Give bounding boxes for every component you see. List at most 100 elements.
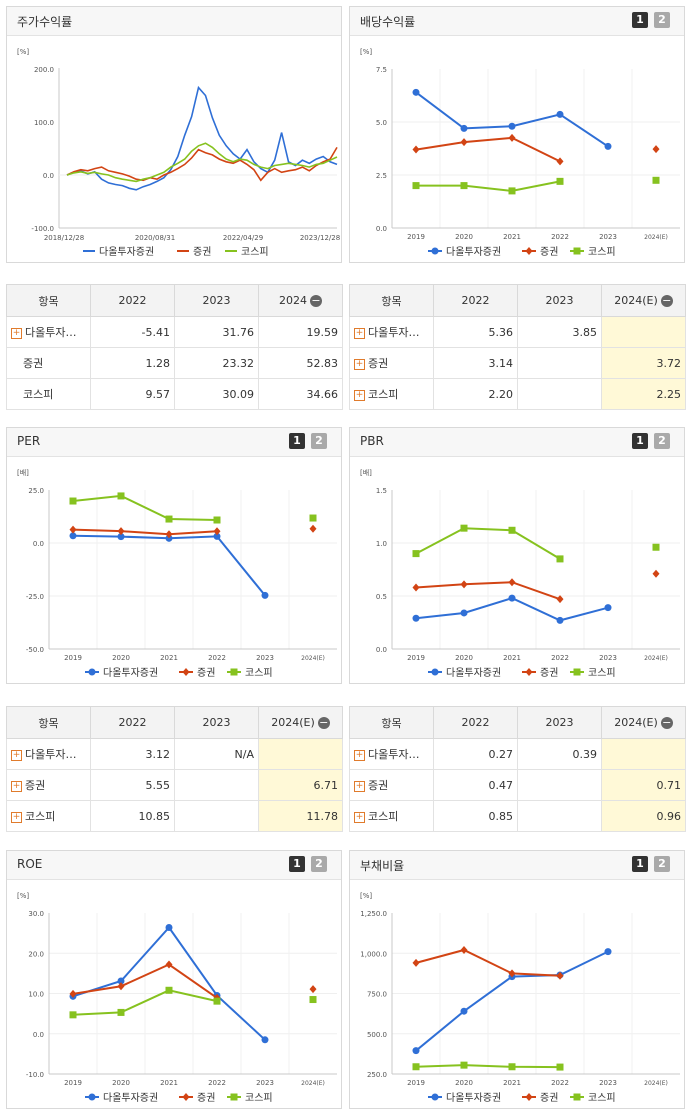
- tab-2-button[interactable]: 2: [654, 12, 670, 28]
- y-tick: 10.0: [28, 991, 44, 999]
- col-header: 항목: [6, 284, 91, 317]
- y-tick: 0.0: [33, 540, 44, 548]
- col-header-2024e: 2024(E) −: [601, 706, 686, 739]
- col-header-2024e: 2024(E) −: [258, 706, 343, 739]
- collapse-icon[interactable]: −: [317, 716, 330, 729]
- data-point-b: [412, 958, 420, 967]
- tab-2-button[interactable]: 2: [311, 433, 327, 449]
- legend-marker-a: [431, 668, 439, 676]
- legend-marker-a: [88, 668, 96, 676]
- legend-marker-c: [573, 1093, 581, 1101]
- legend-b: 증권: [193, 246, 211, 258]
- legend-marker-b: [525, 668, 533, 676]
- data-point-b: [69, 989, 77, 998]
- legend-b: 증권: [540, 1092, 558, 1104]
- table-cell: 9.57: [90, 378, 175, 410]
- unit-label: [%]: [17, 892, 29, 900]
- collapse-icon[interactable]: −: [660, 716, 673, 729]
- col-header: 2022: [90, 706, 175, 739]
- data-point-b: [117, 982, 125, 991]
- y-tick: 7.5: [376, 66, 387, 74]
- legend: 다올투자증권 증권 코스피: [83, 246, 269, 258]
- data-point-a: [460, 1007, 468, 1015]
- x-tick: 2019: [407, 233, 425, 241]
- tab-1-button[interactable]: 1: [289, 856, 305, 872]
- expand-icon[interactable]: +: [354, 780, 365, 792]
- expand-icon[interactable]: +: [11, 811, 22, 823]
- pbr-chart: [배] 1.5 1.0 0.5 0.0 2019 2020 2021 2022 2023 2024(…: [360, 468, 680, 679]
- table-cell: 5.36: [433, 316, 518, 348]
- data-point-a: [604, 142, 612, 150]
- legend-marker-b: [525, 1093, 533, 1101]
- data-point-c: [508, 187, 516, 195]
- collapse-icon[interactable]: −: [660, 294, 673, 307]
- x-tick: 2024(E): [644, 234, 668, 241]
- legend-marker-b: [182, 668, 190, 676]
- data-point-a: [261, 1036, 269, 1044]
- data-point-c: [309, 996, 317, 1004]
- unit-label: [%]: [360, 48, 372, 56]
- x-tick: 2022/04/29: [223, 234, 263, 242]
- expand-icon[interactable]: +: [11, 780, 22, 792]
- collapse-icon[interactable]: −: [310, 294, 322, 307]
- col-header: 2023: [174, 706, 259, 739]
- table-cell: N/A: [174, 738, 259, 770]
- x-tick: 2022: [208, 1079, 226, 1087]
- tab-2-button[interactable]: 2: [311, 856, 327, 872]
- x-tick: 2018/12/28: [44, 234, 84, 242]
- expand-icon[interactable]: +: [354, 358, 365, 370]
- legend-marker-a: [431, 1093, 439, 1101]
- expand-icon[interactable]: +: [11, 749, 22, 761]
- tab-1-button[interactable]: 1: [632, 12, 648, 28]
- data-point-c: [309, 514, 317, 522]
- data-point-a: [460, 609, 468, 617]
- tab-2-button[interactable]: 2: [654, 433, 670, 449]
- panel-title: PBR: [360, 434, 384, 448]
- expand-icon[interactable]: +: [354, 749, 365, 761]
- unit-label: [배]: [360, 468, 372, 477]
- y-tick: 5.0: [376, 119, 387, 127]
- table-row: 코스피 9.57 30.09 34.66: [6, 378, 343, 410]
- expand-icon[interactable]: +: [354, 389, 365, 401]
- legend-marker-a: [88, 1093, 96, 1101]
- series-line-a: [72, 925, 266, 1041]
- series-line-a: [72, 534, 266, 597]
- legend-c: 코스피: [588, 1092, 616, 1104]
- table-cell: [174, 800, 259, 832]
- table-header-row: 항목 2022 2023 2024(E) −: [349, 284, 686, 317]
- debt-ratio-panel: 부채비율 1 2 [%] 1,250.0 1,000.0 750.0 500.0 250.…: [349, 850, 685, 1109]
- data-point-c: [69, 1011, 77, 1019]
- per-panel: PER 1 2 [배] 25.0 0.0 -25.0 -50.0 2019 2020 2021…: [6, 427, 342, 684]
- table-row: 증권 1.28 23.32 52.83: [6, 347, 343, 379]
- expand-icon[interactable]: +: [354, 811, 365, 823]
- table-header-row: 항목 2022 2023 2024−: [6, 284, 343, 317]
- y-tick: 0.0: [376, 646, 387, 654]
- data-point-b: [165, 530, 173, 539]
- x-tick: 2020: [455, 1079, 473, 1087]
- expand-icon[interactable]: +: [354, 327, 365, 339]
- row-name: 코스피: [368, 388, 399, 401]
- col-header-2024e: 2024(E) −: [601, 284, 686, 317]
- x-tick: 2020: [455, 233, 473, 241]
- legend-a: 다올투자증권: [446, 1092, 501, 1104]
- x-tick: 2023: [256, 654, 274, 662]
- data-point-c: [556, 1063, 564, 1071]
- y-tick: 0.0: [43, 172, 54, 180]
- row-name-cell: + 증권: [349, 769, 434, 801]
- data-point-a: [508, 594, 516, 602]
- tab-1-button[interactable]: 1: [632, 856, 648, 872]
- tab-2-button[interactable]: 2: [654, 856, 670, 872]
- legend-b: 증권: [540, 667, 558, 679]
- legend-b: 증권: [540, 246, 558, 258]
- tab-1-button[interactable]: 1: [289, 433, 305, 449]
- y-tick: 1.0: [376, 540, 387, 548]
- expand-icon[interactable]: +: [11, 327, 22, 339]
- legend-a: 다올투자증권: [446, 246, 501, 258]
- x-tick: 2024(E): [301, 655, 325, 662]
- y-tick: -25.0: [26, 593, 44, 601]
- x-tick: 2019: [64, 1079, 82, 1087]
- tab-1-button[interactable]: 1: [632, 433, 648, 449]
- data-point-a: [69, 532, 77, 540]
- table-row: + 다올투자… 0.27 0.39: [349, 738, 686, 770]
- col-header: 2023: [174, 284, 259, 317]
